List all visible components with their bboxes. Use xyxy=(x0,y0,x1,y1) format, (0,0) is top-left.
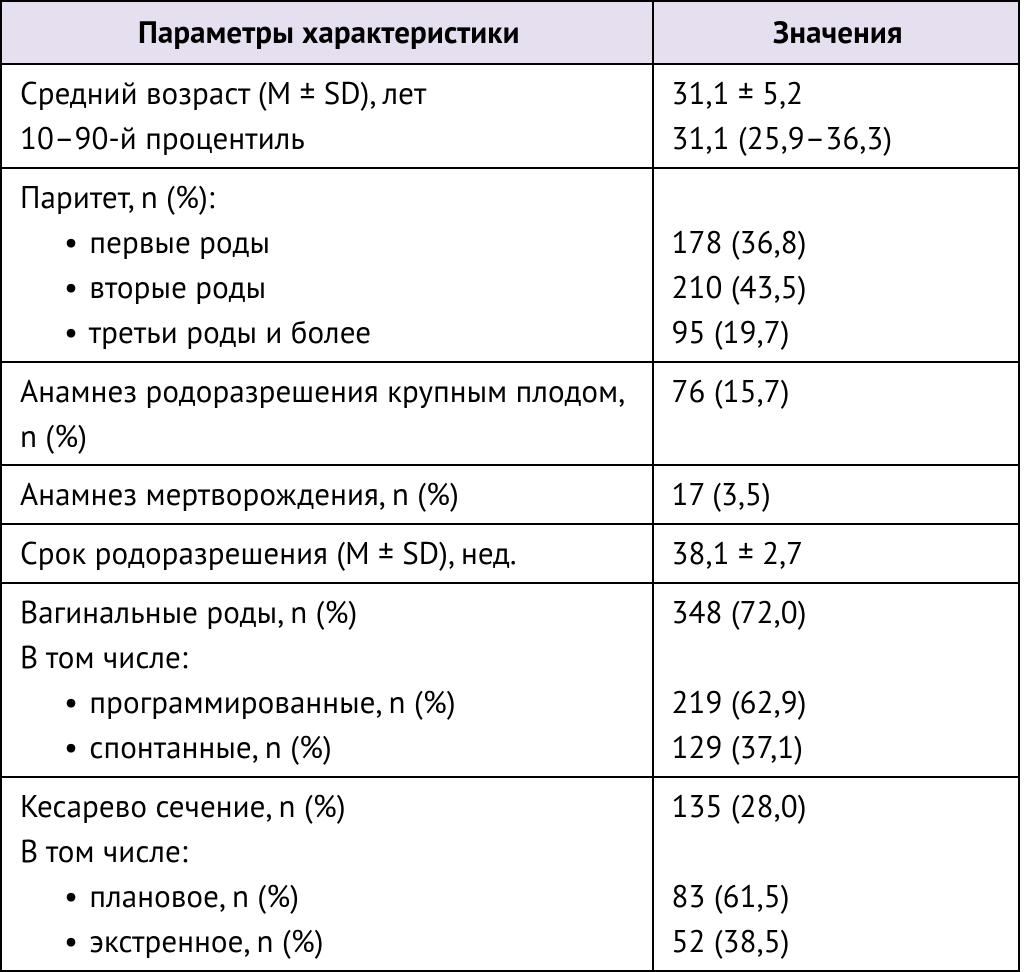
value-text: 31,1 ± 5,2 xyxy=(672,71,1004,116)
value-text: 95 (19,7) xyxy=(672,310,1004,355)
parameter-text: Анамнез родоразрешения крупным плодом, n… xyxy=(20,369,638,459)
parameter-text: экстренное, n (%) xyxy=(81,920,324,961)
parameter-cell: Анамнез мертворождения, n (%) xyxy=(1,465,653,524)
parameter-cell: Кесарево сечение, n (%)В том числе:• пла… xyxy=(1,777,653,971)
bullet-icon: • xyxy=(64,725,81,770)
value-text: 52 (38,5) xyxy=(672,919,1004,964)
parameter-text: спонтанные, n (%) xyxy=(81,726,332,767)
value-text: 76 (15,7) xyxy=(672,369,1004,414)
value-cell: 17 (3,5) xyxy=(653,465,1019,524)
table-row: Кесарево сечение, n (%)В том числе:• пла… xyxy=(1,777,1019,971)
value-text: 129 (37,1) xyxy=(672,725,1004,770)
bullet-icon: • xyxy=(64,310,81,355)
value-cell: 178 (36,8)210 (43,5)95 (19,7) xyxy=(653,168,1019,362)
parameter-text: программированные, n (%) xyxy=(81,681,456,722)
value-text xyxy=(672,829,1004,874)
bullet-icon: • xyxy=(64,919,81,964)
parameter-cell: Срок родоразрешения (M ± SD), нед. xyxy=(1,524,653,583)
parameter-cell: Средний возраст (M ± SD), лет10–90-й про… xyxy=(1,64,653,168)
bullet-icon: • xyxy=(64,680,81,725)
parameter-text: вторые роды xyxy=(81,266,266,307)
parameter-text: В том числе: xyxy=(20,635,638,680)
value-cell: 135 (28,0) 83 (61,5)52 (38,5) xyxy=(653,777,1019,971)
table-header-row: Параметры характеристики Значения xyxy=(1,1,1019,64)
value-cell: 348 (72,0) 219 (62,9)129 (37,1) xyxy=(653,583,1019,777)
table-row: Анамнез мертворождения, n (%) 17 (3,5) xyxy=(1,465,1019,524)
value-cell: 31,1 ± 5,231,1 (25,9–36,3) xyxy=(653,64,1019,168)
parameter-text: Вагинальные роды, n (%) xyxy=(20,590,638,635)
bullet-icon: • xyxy=(64,265,81,310)
parameter-text: Средний возраст (M ± SD), лет xyxy=(20,71,638,116)
value-text: 17 (3,5) xyxy=(672,472,1004,517)
value-text: 210 (43,5) xyxy=(672,265,1004,310)
table-row: Паритет, n (%):• первые роды• вторые род… xyxy=(1,168,1019,362)
value-text xyxy=(672,635,1004,680)
parameter-text: плановое, n (%) xyxy=(81,875,299,916)
characteristics-table: Параметры характеристики Значения Средни… xyxy=(0,0,1020,972)
bullet-icon: • xyxy=(64,220,81,265)
table-row: Средний возраст (M ± SD), лет10–90-й про… xyxy=(1,64,1019,168)
value-text: 38,1 ± 2,7 xyxy=(672,531,1004,576)
table-row: Вагинальные роды, n (%)В том числе:• про… xyxy=(1,583,1019,777)
parameter-text: третьи роды и более xyxy=(81,311,371,352)
header-parameters: Параметры характеристики xyxy=(1,1,653,64)
parameter-text: Срок родоразрешения (M ± SD), нед. xyxy=(20,531,638,576)
parameter-cell: Паритет, n (%):• первые роды• вторые род… xyxy=(1,168,653,362)
table-container: Параметры характеристики Значения Средни… xyxy=(0,0,1020,972)
value-text: 219 (62,9) xyxy=(672,680,1004,725)
value-text: 135 (28,0) xyxy=(672,784,1004,829)
value-text: 178 (36,8) xyxy=(672,220,1004,265)
parameter-text: 10–90-й процентиль xyxy=(20,116,638,161)
table-row: Анамнез родоразрешения крупным плодом, n… xyxy=(1,362,1019,466)
header-values: Значения xyxy=(653,1,1019,64)
value-text: 31,1 (25,9–36,3) xyxy=(672,116,1004,161)
parameter-text: Кесарево сечение, n (%) xyxy=(20,784,638,829)
parameter-cell: Вагинальные роды, n (%)В том числе:• про… xyxy=(1,583,653,777)
value-cell: 38,1 ± 2,7 xyxy=(653,524,1019,583)
value-text: 83 (61,5) xyxy=(672,874,1004,919)
parameter-text: В том числе: xyxy=(20,829,638,874)
parameter-cell: Анамнез родоразрешения крупным плодом, n… xyxy=(1,362,653,466)
table-row: Срок родоразрешения (M ± SD), нед. 38,1 ±… xyxy=(1,524,1019,583)
parameter-text: первые роды xyxy=(81,221,270,262)
value-text: 348 (72,0) xyxy=(672,590,1004,635)
value-cell: 76 (15,7) xyxy=(653,362,1019,466)
bullet-icon: • xyxy=(64,874,81,919)
parameter-text: Анамнез мертворождения, n (%) xyxy=(20,472,638,517)
value-text xyxy=(672,175,1004,220)
parameter-text: Паритет, n (%): xyxy=(20,175,638,220)
